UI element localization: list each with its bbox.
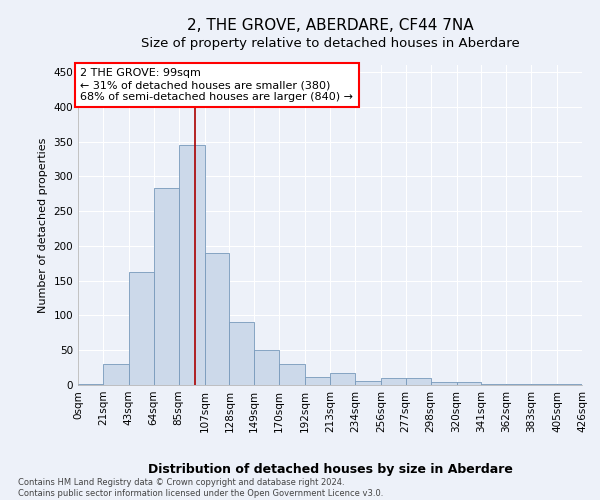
Bar (355, 381, 381, 385)
Text: Contains HM Land Registry data © Crown copyright and database right 2024.
Contai: Contains HM Land Registry data © Crown c… (18, 478, 383, 498)
Bar (103, 364, 129, 385)
Bar (531, 384, 557, 385)
Bar (179, 145, 205, 385)
Bar (557, 384, 582, 385)
Bar (254, 350, 279, 385)
Bar (381, 378, 406, 385)
Text: Size of property relative to detached houses in Aberdare: Size of property relative to detached ho… (140, 38, 520, 51)
Bar (330, 373, 355, 385)
Y-axis label: Number of detached properties: Number of detached properties (38, 138, 48, 312)
Bar (506, 384, 531, 385)
Bar (279, 364, 305, 385)
Bar (229, 322, 254, 385)
Bar (481, 384, 506, 385)
Bar (129, 272, 154, 385)
Bar (305, 378, 330, 385)
Text: Distribution of detached houses by size in Aberdare: Distribution of detached houses by size … (148, 462, 512, 475)
Bar (205, 253, 229, 385)
Bar (78, 384, 103, 385)
Bar (431, 382, 457, 385)
Bar (154, 188, 179, 385)
Bar (457, 382, 481, 385)
Bar (406, 378, 431, 385)
Text: 2 THE GROVE: 99sqm
← 31% of detached houses are smaller (380)
68% of semi-detach: 2 THE GROVE: 99sqm ← 31% of detached hou… (80, 68, 353, 102)
Text: 2, THE GROVE, ABERDARE, CF44 7NA: 2, THE GROVE, ABERDARE, CF44 7NA (187, 18, 473, 32)
